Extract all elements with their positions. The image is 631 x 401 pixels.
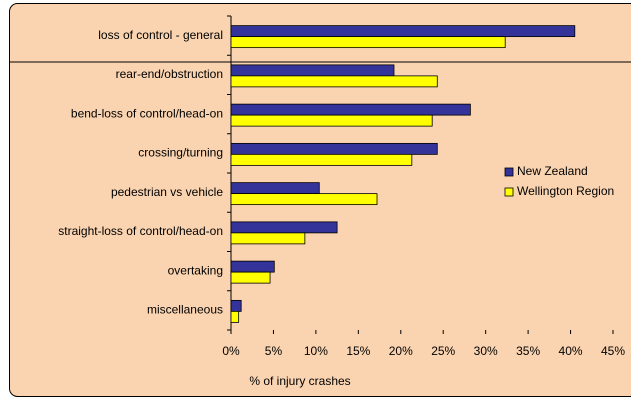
y-tick-label: bend-loss of control/head-on (71, 106, 223, 120)
x-tick-label: 30% (474, 344, 498, 358)
x-tick-label: 40% (559, 344, 583, 358)
legend-swatch (504, 187, 514, 197)
x-tick-label: 10% (304, 344, 328, 358)
x-axis-label: % of injury crashes (249, 374, 350, 388)
y-tick-label: miscellaneous (147, 303, 223, 317)
bar (230, 221, 338, 234)
bar (230, 75, 438, 88)
x-tick-label: 25% (431, 344, 455, 358)
legend-label: New Zealand (517, 164, 588, 178)
bar (230, 153, 413, 166)
bar (230, 64, 395, 77)
bar (230, 103, 471, 116)
bar (230, 142, 438, 155)
bar (230, 25, 576, 38)
bar (230, 36, 506, 49)
y-tick-label: straight-loss of control/head-on (58, 224, 223, 238)
bar (230, 260, 275, 273)
y-tick-label: loss of control - general (98, 28, 223, 42)
x-tick-label: 15% (346, 344, 370, 358)
x-tick-label: 35% (516, 344, 540, 358)
bar (230, 182, 320, 195)
bar (230, 271, 271, 284)
bar (230, 232, 306, 245)
x-tick-label: 45% (601, 344, 625, 358)
bar (230, 193, 378, 206)
legend-label: Wellington Region (517, 184, 614, 198)
y-tick-label: rear-end/obstruction (116, 67, 223, 81)
y-tick-label: pedestrian vs vehicle (111, 185, 223, 199)
bar (230, 310, 240, 323)
bar (230, 299, 242, 312)
bar (230, 114, 433, 127)
y-tick-label: overtaking (168, 263, 223, 277)
x-tick-label: 20% (389, 344, 413, 358)
x-tick-label: 5% (265, 344, 283, 358)
legend-swatch (504, 167, 514, 177)
x-tick-label: 0% (222, 344, 240, 358)
y-tick-label: crossing/turning (138, 146, 223, 160)
